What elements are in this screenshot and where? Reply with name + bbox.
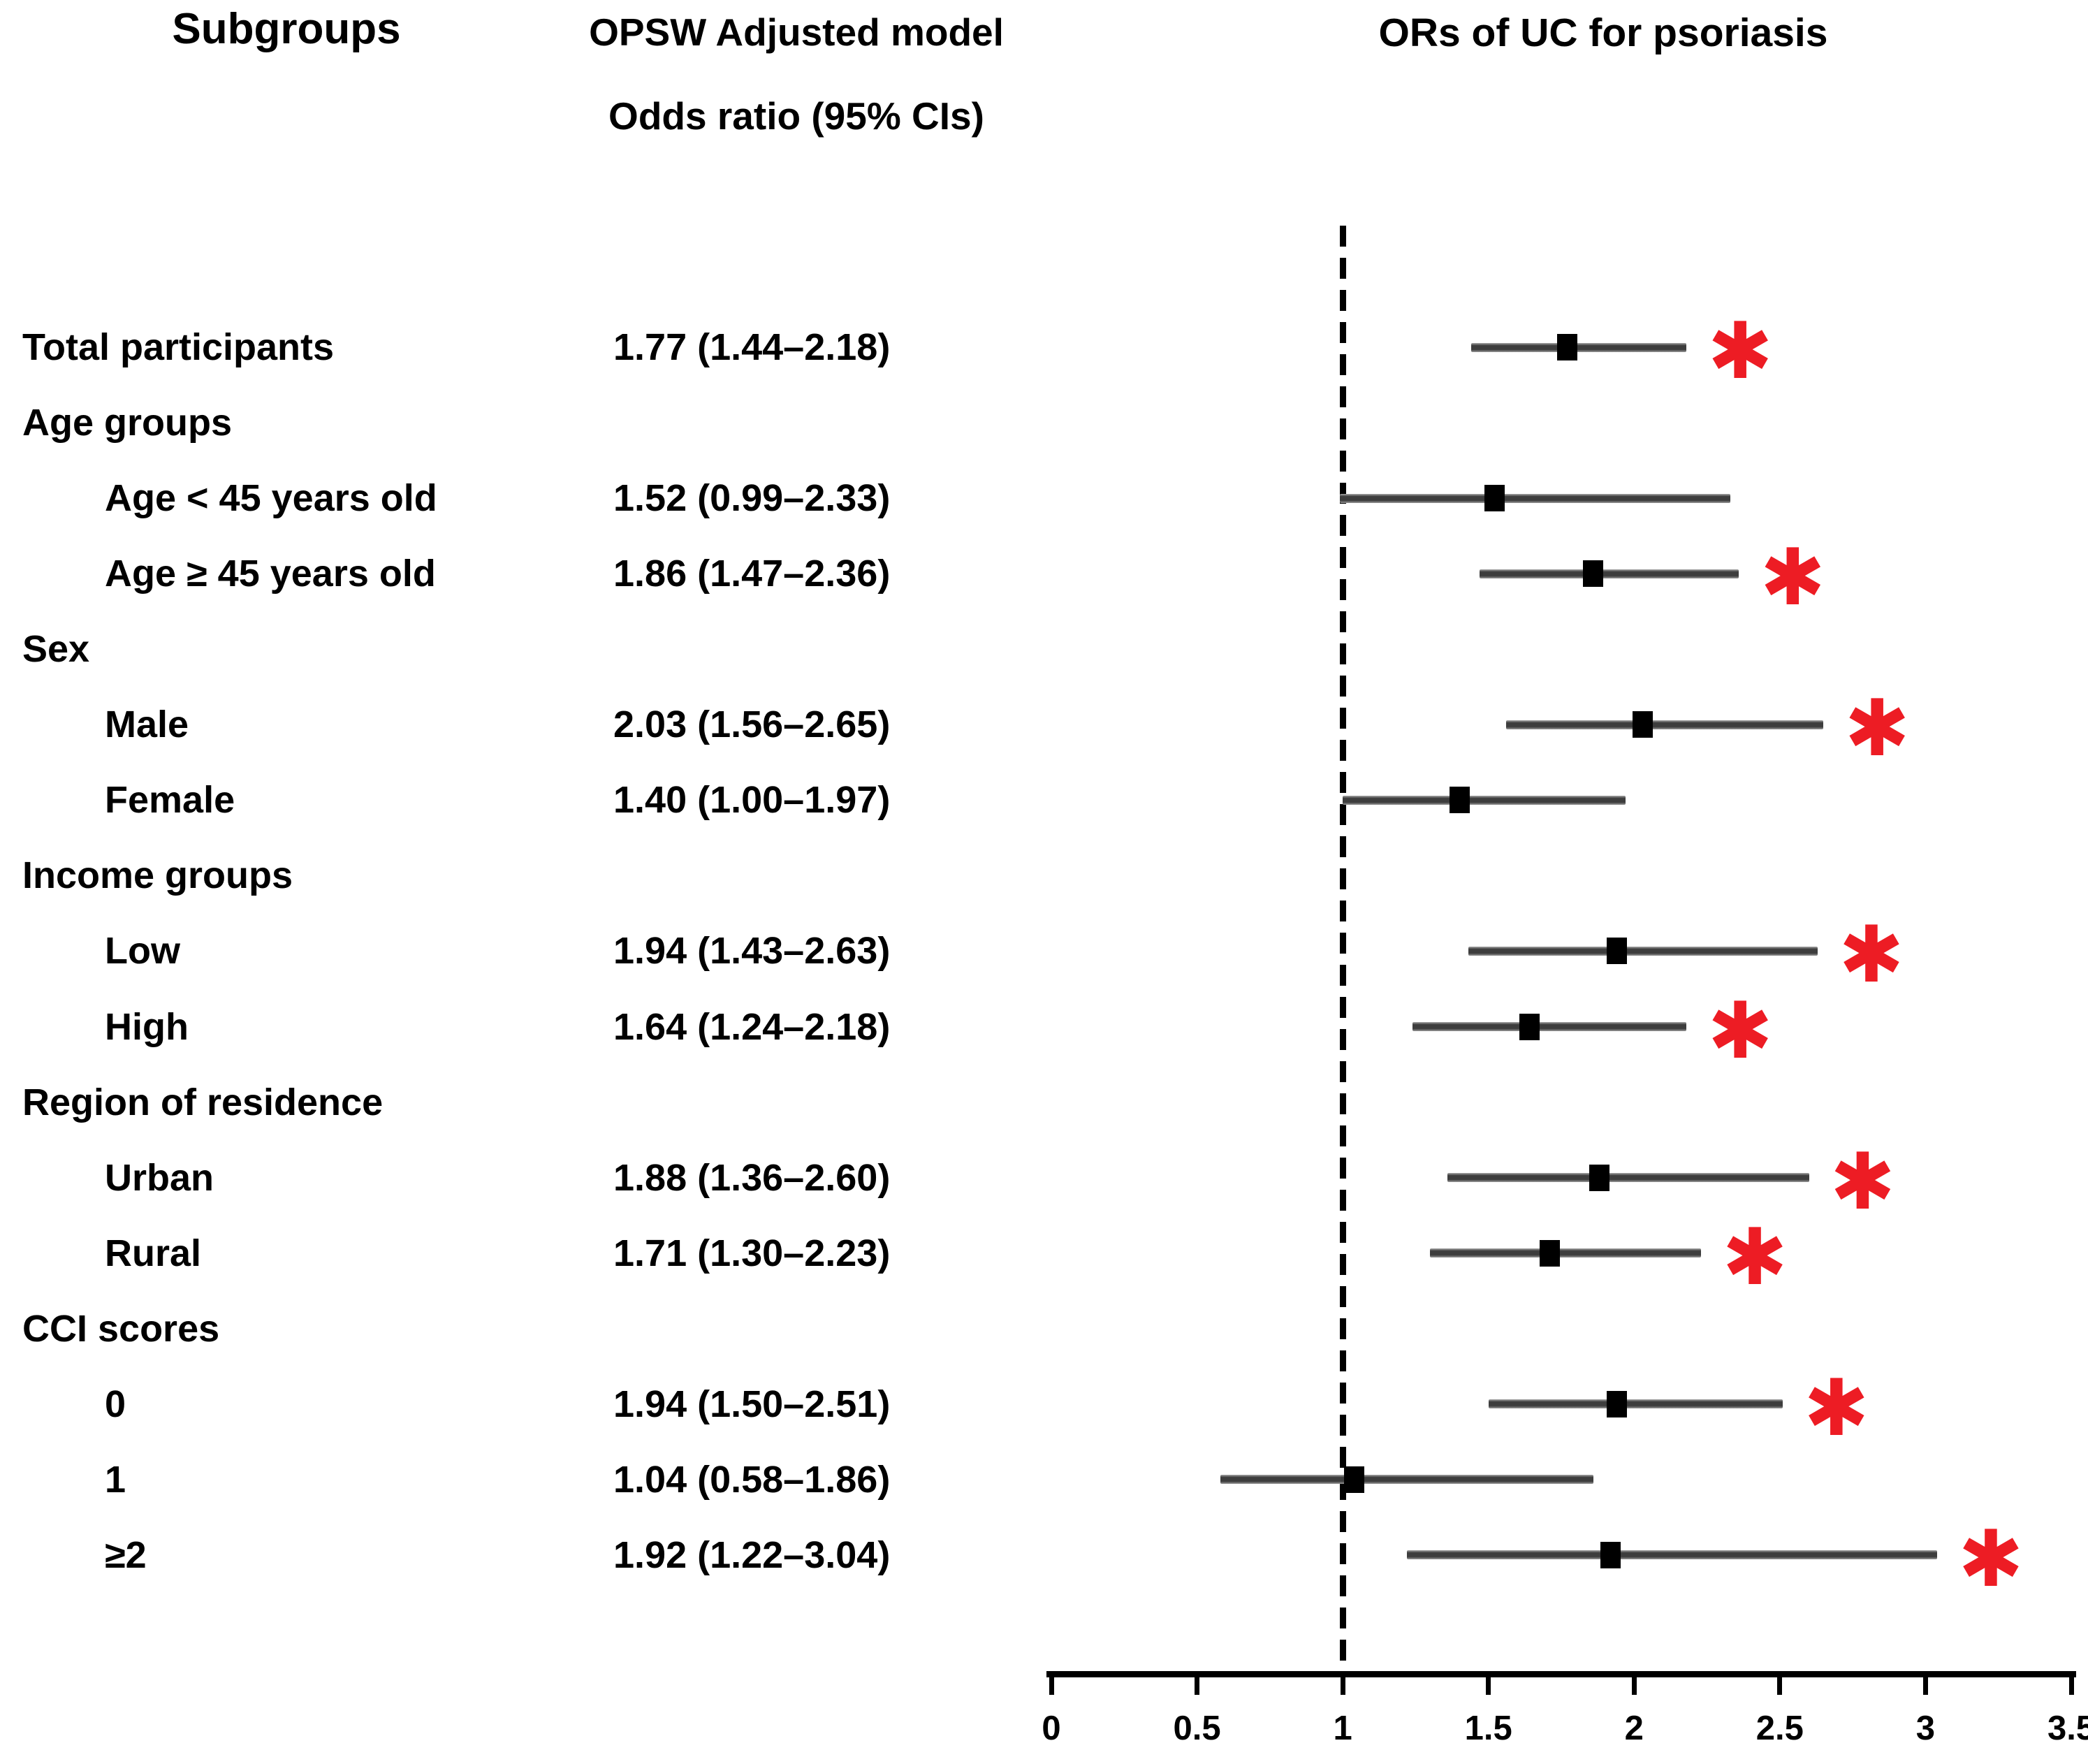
confidence-interval-bar [1220,1475,1593,1485]
group-header-label: Sex [22,628,90,671]
odds-ratio-marker [1606,938,1627,965]
confidence-interval-bar [1505,720,1824,729]
confidence-interval-bar [1488,1399,1783,1409]
significance-asterisk: ✱ [1830,1136,1896,1227]
or-ci-value: 1.94 (1.50–2.51) [613,1383,891,1425]
significance-asterisk: ✱ [1839,910,1904,1001]
or-ci-value: 1.94 (1.43–2.63) [613,930,891,972]
odds-ratio-marker [1539,1239,1560,1267]
or-ci-value: 1.77 (1.44–2.18) [613,326,891,368]
subgroup-label: Female [105,779,235,822]
or-ci-value: 1.88 (1.36–2.60) [613,1156,891,1199]
axis-tick [1631,1676,1637,1695]
axis-tick-label: 2.5 [1755,1710,1804,1747]
odds-ratio-marker [1519,1013,1540,1040]
axis-tick-label: 1 [1333,1710,1352,1747]
significance-asterisk: ✱ [1722,1211,1788,1303]
odds-ratio-marker [1344,1466,1365,1493]
or-ci-value: 1.86 (1.47–2.36) [613,553,891,595]
significance-asterisk: ✱ [1804,1362,1869,1454]
subgroup-label: Male [105,704,189,746]
axis-tick-label: 2 [1624,1710,1644,1747]
subgroup-label: Rural [105,1232,202,1274]
axis-tick-label: 3.5 [2047,1710,2088,1747]
confidence-interval-bar [1406,1550,1938,1560]
confidence-interval-bar [1470,342,1687,352]
significance-asterisk: ✱ [1958,1513,2024,1605]
axis-tick [1922,1676,1928,1695]
axis-tick [1195,1676,1200,1695]
axis-tick [1340,1676,1345,1695]
odds-ratio-marker [1600,1541,1621,1568]
axis-tick-label: 3 [1915,1710,1936,1747]
reference-line-or-1 [1340,226,1347,1671]
axis-tick [1486,1676,1491,1695]
subgroup-label: Age < 45 years old [105,477,437,520]
significance-asterisk: ✱ [1844,683,1911,775]
odds-ratio-marker [1556,334,1577,360]
x-axis-line [1046,1671,2076,1677]
model-column-title-line2: Odds ratio (95% CIs) [608,94,984,138]
group-header-label: Region of residence [22,1081,384,1123]
confidence-interval-bar [1430,1248,1702,1258]
or-ci-value: 2.03 (1.56–2.65) [613,704,891,746]
axis-tick-label: 0.5 [1173,1710,1221,1747]
confidence-interval-bar [1447,1173,1809,1183]
confidence-interval-bar [1468,946,1818,956]
odds-ratio-marker [1583,560,1604,588]
model-column-title-line1: OPSW Adjusted model [589,10,1004,54]
odds-ratio-marker [1589,1164,1609,1191]
axis-tick-label: 0 [1042,1710,1061,1747]
axis-tick [2068,1676,2074,1695]
odds-ratio-marker [1606,1390,1627,1417]
confidence-interval-bar [1339,493,1730,503]
subgroup-label: Age ≥ 45 years old [105,553,436,595]
plot-title: ORs of UC for psoriasis [1378,10,1828,55]
axis-tick [1049,1676,1054,1695]
group-header-label: Age groups [22,402,233,444]
or-ci-value: 1.52 (0.99–2.33) [613,477,891,520]
or-ci-value: 1.71 (1.30–2.23) [613,1232,891,1274]
subgroup-label: High [105,1005,189,1048]
subgroup-label: ≥2 [105,1533,147,1576]
confidence-interval-bar [1412,1022,1687,1032]
subgroup-label: Low [105,930,180,972]
confidence-interval-bar [1480,569,1739,578]
subgroups-column-title: Subgroups [172,5,401,53]
axis-tick-label: 1.5 [1464,1710,1512,1747]
axis-tick [1777,1676,1783,1695]
or-ci-value: 1.04 (0.58–1.86) [613,1458,891,1501]
or-ci-value: 1.92 (1.22–3.04) [613,1533,891,1576]
group-header-label: CCI scores [22,1307,220,1350]
subgroup-label: Total participants [22,326,335,368]
odds-ratio-marker [1449,787,1470,814]
significance-asterisk: ✱ [1707,985,1774,1077]
subgroup-label: Urban [105,1156,214,1199]
group-header-label: Income groups [22,854,293,897]
or-ci-value: 1.40 (1.00–1.97) [613,779,891,822]
confidence-interval-bar [1343,795,1626,805]
subgroup-label: 1 [105,1458,126,1501]
significance-asterisk: ✱ [1760,532,1826,624]
or-ci-value: 1.64 (1.24–2.18) [613,1005,891,1048]
significance-asterisk: ✱ [1707,306,1774,397]
odds-ratio-marker [1484,485,1505,512]
subgroup-label: 0 [105,1383,126,1425]
odds-ratio-marker [1633,711,1653,738]
